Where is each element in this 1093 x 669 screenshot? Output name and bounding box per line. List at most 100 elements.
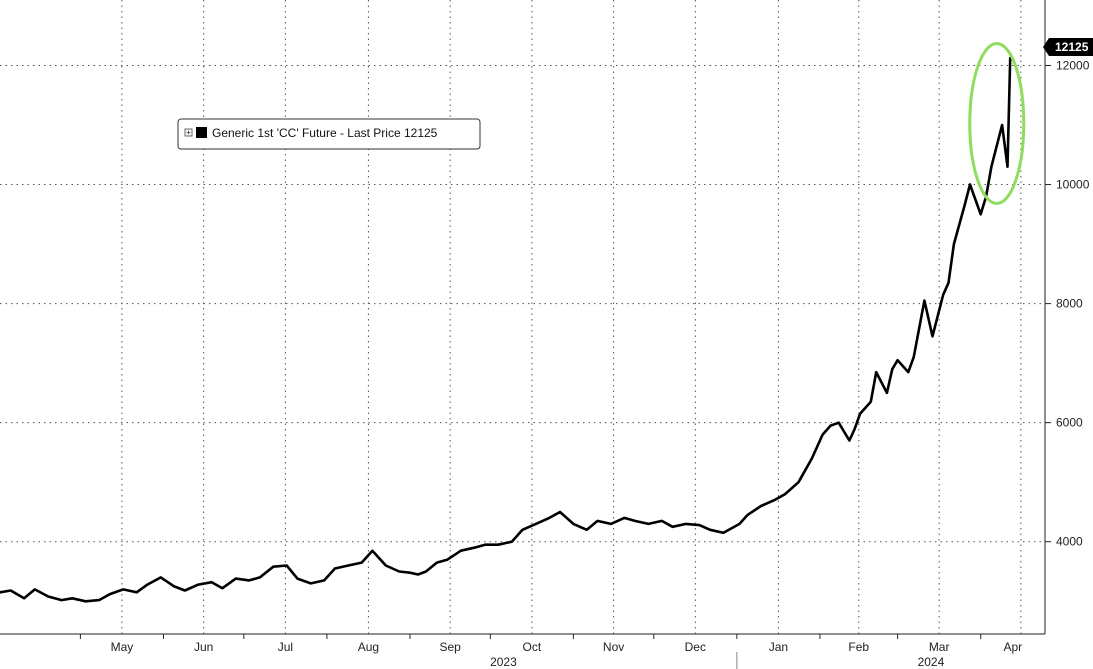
data-point <box>122 588 125 591</box>
data-point <box>837 421 840 424</box>
data-point <box>535 523 537 525</box>
data-point <box>923 299 926 302</box>
data-point <box>135 591 138 594</box>
x-tick-label: Apr <box>1004 640 1023 654</box>
data-point <box>685 523 687 525</box>
data-point <box>559 511 561 513</box>
year-label: 2023 <box>490 655 517 669</box>
data-point <box>891 368 894 370</box>
last-value-text: 12125 <box>1055 40 1089 54</box>
data-point <box>23 597 25 600</box>
data-point <box>460 549 462 552</box>
data-point <box>647 523 650 525</box>
data-point <box>98 599 100 601</box>
data-point <box>184 589 186 592</box>
x-tick-label: Nov <box>603 640 624 654</box>
data-point <box>109 593 111 595</box>
x-tick-label: Oct <box>523 640 542 654</box>
data-point <box>310 582 312 585</box>
y-tick-label: 8000 <box>1056 297 1083 311</box>
x-tick-label: Jun <box>194 640 213 654</box>
series-line <box>0 56 1012 603</box>
data-point <box>60 599 63 601</box>
data-point <box>623 517 626 519</box>
data-point <box>334 567 336 570</box>
data-point <box>760 505 762 507</box>
x-tick-label: Dec <box>685 640 706 654</box>
x-tick-label: Jul <box>278 640 293 654</box>
data-point <box>907 371 910 373</box>
data-point <box>859 412 861 415</box>
data-point <box>510 540 513 543</box>
x-axis: May Jun Jul Aug Sep Oct Nov Dec Jan Feb Mar Apr 2023… <box>0 633 1045 669</box>
x-tick-label: Feb <box>848 640 869 654</box>
x-tick-label: Jan <box>769 640 788 654</box>
y-axis: 4000 6000 8000 10000 12000 <box>1044 0 1090 634</box>
legend: Generic 1st 'CC' Future - Last Price 121… <box>177 118 481 150</box>
x-tick-label: Sep <box>439 640 461 654</box>
data-point <box>548 517 551 519</box>
data-point <box>947 281 950 284</box>
data-point <box>47 595 50 598</box>
data-point <box>9 589 12 592</box>
x-tick-label: Aug <box>358 640 379 654</box>
data-point <box>661 520 663 522</box>
data-point <box>722 531 725 534</box>
data-point <box>953 243 955 245</box>
data-point <box>197 583 200 586</box>
data-point <box>234 577 237 580</box>
y-tick-label: 12000 <box>1056 58 1090 72</box>
data-point <box>417 573 419 576</box>
data-point <box>385 564 387 567</box>
data-point <box>285 564 288 567</box>
data-point <box>811 457 813 460</box>
data-point <box>634 520 636 522</box>
x-tick-label: Mar <box>929 640 950 654</box>
data-point <box>248 579 250 582</box>
data-point <box>84 600 87 603</box>
data-point <box>409 571 411 574</box>
data-point <box>912 356 915 358</box>
data-point <box>698 524 701 526</box>
data-point <box>521 529 524 531</box>
year-label: 2024 <box>918 655 945 669</box>
data-point <box>1001 124 1003 126</box>
legend-swatch <box>196 127 207 138</box>
data-point <box>146 583 149 586</box>
data-point <box>221 587 224 589</box>
data-point <box>963 204 966 207</box>
data-point <box>738 523 741 525</box>
grid-lines <box>0 0 1045 634</box>
legend-box <box>177 118 481 150</box>
data-point <box>1006 165 1009 168</box>
data-point <box>34 588 36 591</box>
data-point <box>425 570 427 573</box>
data-point <box>398 570 401 573</box>
data-point <box>773 499 776 501</box>
data-point <box>848 439 851 442</box>
data-point <box>896 359 899 361</box>
data-point <box>323 579 326 582</box>
data-point <box>259 576 261 579</box>
data-point <box>942 293 944 296</box>
data-point <box>484 543 486 546</box>
data-point <box>272 565 275 568</box>
x-tick-label: May <box>111 640 134 654</box>
data-point <box>870 401 872 403</box>
data-point <box>497 543 500 546</box>
y-tick-label: 4000 <box>1056 535 1083 549</box>
data-point <box>746 514 749 516</box>
data-point <box>473 546 476 549</box>
data-point <box>709 529 711 531</box>
data-point <box>671 526 674 528</box>
data-point <box>875 371 877 373</box>
data-point <box>296 577 299 580</box>
data-point <box>371 549 374 552</box>
data-point <box>572 523 575 525</box>
data-point <box>853 427 856 430</box>
data-point <box>360 561 363 564</box>
data-point <box>210 581 213 584</box>
data-point <box>821 433 824 436</box>
last-value-marker: 12125 <box>1043 38 1093 56</box>
